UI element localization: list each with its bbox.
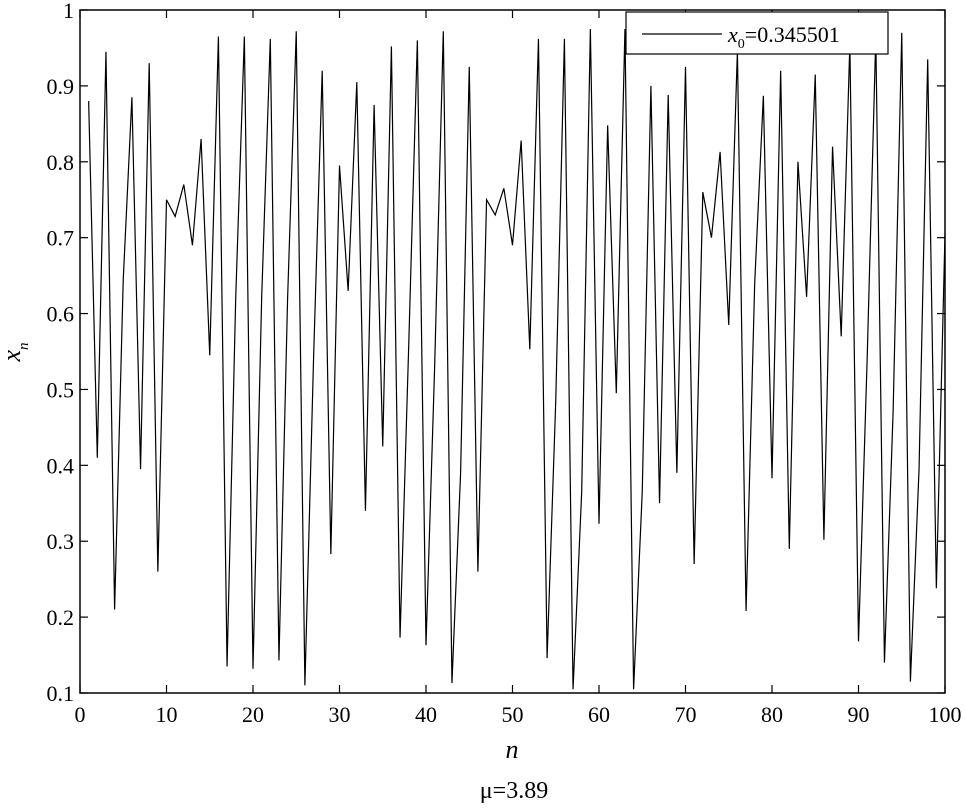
x-tick-label: 100 xyxy=(929,702,962,727)
y-tick-label: 0.4 xyxy=(47,453,75,478)
y-tick-label: 0.3 xyxy=(47,529,75,554)
x-tick-label: 0 xyxy=(75,702,86,727)
x-tick-label: 40 xyxy=(415,702,437,727)
y-tick-label: 0.5 xyxy=(47,377,75,402)
y-tick-label: 0.2 xyxy=(47,605,75,630)
y-tick-label: 0.1 xyxy=(47,681,75,706)
x-ticks: 0 10 20 30 40 50 60 70 80 90 100 xyxy=(75,10,962,727)
y-tick-label: 0.9 xyxy=(47,74,75,99)
x-tick-label: 60 xyxy=(588,702,610,727)
x-tick-label: 70 xyxy=(675,702,697,727)
caption: μ=3.89 xyxy=(480,778,548,804)
y-tick-label: 0.8 xyxy=(47,150,75,175)
legend-series-value: 0.345501 xyxy=(757,22,840,47)
y-tick-label: 0.6 xyxy=(47,302,75,327)
x-tick-label: 30 xyxy=(329,702,351,727)
x-tick-label: 90 xyxy=(848,702,870,727)
y-axis-label: xn xyxy=(0,342,32,362)
y-ticks: 0.1 0.2 0.3 0.4 0.5 0.6 0.7 0.8 0.9 1 xyxy=(47,0,945,706)
x-axis-label: n xyxy=(506,735,519,764)
series-line-x0 xyxy=(88,28,946,690)
y-tick-label: 0.7 xyxy=(47,226,75,251)
x-tick-label: 10 xyxy=(156,702,178,727)
legend-box xyxy=(625,11,889,55)
x-tick-label: 80 xyxy=(761,702,783,727)
y-tick-label: 1 xyxy=(63,0,74,23)
legend: x0=0.345501 xyxy=(625,11,889,55)
x-tick-label: 50 xyxy=(502,702,524,727)
x-tick-label: 20 xyxy=(242,702,264,727)
legend-label: x0=0.345501 xyxy=(727,22,840,52)
